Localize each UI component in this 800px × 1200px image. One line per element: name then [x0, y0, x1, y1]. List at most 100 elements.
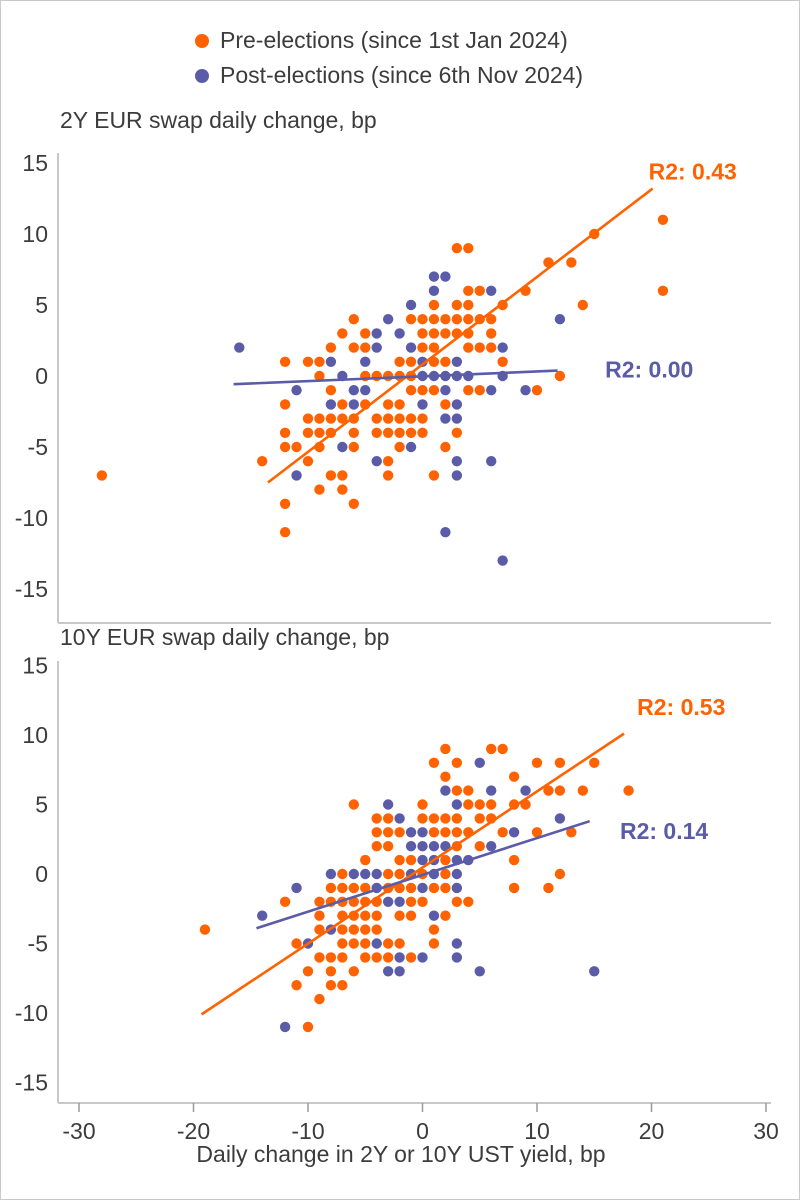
scatter-point [371, 456, 382, 467]
scatter-point [291, 938, 302, 949]
scatter-point [554, 785, 566, 796]
scatter-point [382, 868, 394, 880]
scatter-point [382, 813, 394, 824]
x-tick-label: -20 [177, 1118, 210, 1144]
legend-item-pre-elections: Pre-elections (since 1st Jan 2024) [195, 23, 583, 58]
scatter-point [360, 342, 371, 353]
scatter-point [371, 827, 382, 838]
scatter-point [348, 924, 359, 935]
scatter-point [382, 952, 394, 963]
scatter-point [348, 910, 359, 921]
scatter-point [302, 413, 314, 424]
scatter-point [474, 799, 485, 810]
scatter-point [348, 799, 359, 810]
x-tick-label: -30 [62, 1118, 95, 1144]
scatter-point [325, 399, 337, 410]
scatter-point [382, 314, 394, 325]
scatter-point [325, 470, 337, 481]
scatter-point [394, 356, 405, 367]
scatter-point [337, 413, 348, 424]
scatter-point [554, 314, 566, 325]
scatter-point [463, 342, 474, 353]
scatter-point [428, 271, 440, 282]
scatter-point [428, 827, 440, 838]
scatter-point [405, 952, 417, 963]
y-tick-label: 0 [35, 861, 48, 887]
scatter-point [325, 413, 337, 424]
scatter-point [440, 385, 451, 396]
scatter-point [325, 868, 337, 880]
scatter-point [486, 743, 497, 755]
scatter-point [417, 813, 428, 824]
scatter-point [428, 938, 440, 949]
scatter-point [440, 527, 451, 538]
scatter-point [371, 924, 382, 935]
scatter-point [371, 910, 382, 921]
scatter-point [463, 314, 474, 325]
pre-trendline [267, 187, 654, 484]
scatter-point [451, 785, 463, 796]
scatter-point [486, 328, 497, 339]
scatter-point [314, 427, 325, 438]
scatter-point [325, 952, 337, 963]
scatter-point [348, 399, 359, 410]
scatter-point [543, 882, 554, 894]
scatter-point [417, 841, 428, 852]
scatter-point [348, 342, 359, 353]
scatter-point [302, 427, 314, 438]
scatter-point [337, 399, 348, 410]
scatter-point [589, 757, 600, 768]
x-tick-label: 30 [753, 1118, 779, 1144]
scatter-point [302, 356, 314, 367]
pre-r2-label: R2: 0.43 [649, 159, 737, 185]
scatter-point [337, 980, 348, 991]
scatter-point [337, 938, 348, 949]
scatter-point [405, 896, 417, 907]
scatter-point [417, 356, 428, 367]
pre-elections-series [96, 214, 669, 538]
scatter-point [486, 342, 497, 353]
scatter-point [348, 938, 359, 949]
y-tick-label: 10 [22, 722, 48, 748]
scatter-point [279, 498, 291, 509]
scatter-point [394, 966, 405, 977]
scatter-point [428, 470, 440, 481]
scatter-point [623, 785, 634, 796]
scatter-point [451, 757, 463, 768]
scatter-point [279, 441, 291, 453]
post-trendline [233, 369, 558, 386]
post-trendline [256, 819, 591, 930]
scatter-point [337, 484, 348, 495]
scatter-point [451, 470, 463, 481]
scatter-point [451, 356, 463, 367]
scatter-point [314, 924, 325, 935]
scatter-point [394, 910, 405, 921]
scatter-point [394, 427, 405, 438]
scatter-point [440, 910, 451, 921]
scatter-point [291, 882, 302, 894]
scatter-point [405, 413, 417, 424]
scatter-point [428, 385, 440, 396]
scatter-point [508, 854, 520, 866]
scatter-point [382, 370, 394, 382]
scatter-point [394, 868, 405, 880]
y-tick-label: 15 [22, 150, 48, 176]
scatter-point [440, 328, 451, 339]
scatter-point [382, 456, 394, 467]
scatter-point [451, 868, 463, 880]
post-elections-marker-icon [195, 68, 209, 83]
bottom-chart: 15 10 5 0 -5 -10 -15 -30 -20 -10 0 10 20 30 R2: 0.53 R2… [15, 653, 779, 1145]
scatter-point [382, 799, 394, 810]
scatter-point [554, 370, 566, 382]
scatter-point [531, 757, 543, 768]
scatter-point [348, 882, 359, 894]
scatter-point [314, 993, 325, 1005]
scatter-point [382, 413, 394, 424]
post-r2-label: R2: 0.00 [605, 357, 693, 383]
scatter-point [96, 470, 108, 481]
scatter-point [371, 328, 382, 339]
scatter-point [394, 399, 405, 410]
scatter-point [440, 813, 451, 824]
